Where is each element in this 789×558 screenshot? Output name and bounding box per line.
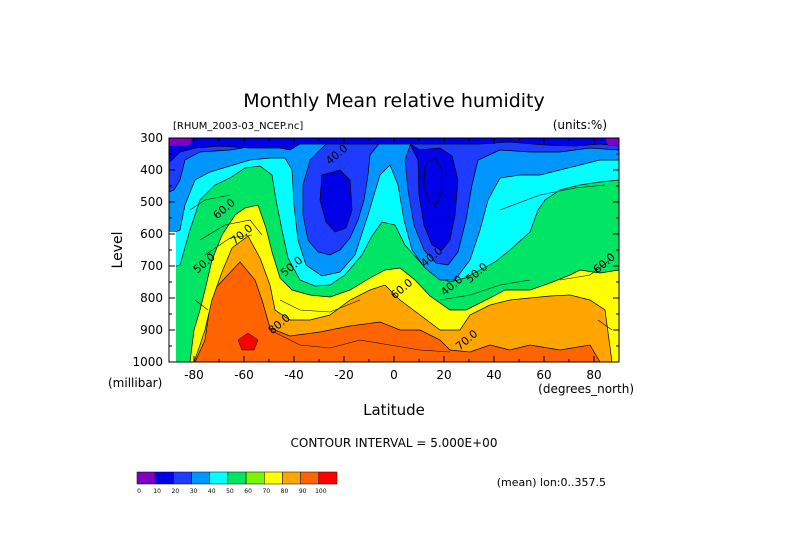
colorbar-swatch — [209, 471, 229, 485]
plot-area: 40.060.070.050.0 50.080.040.050.040.060.0… — [168, 137, 620, 363]
y-tick-label: 700 — [140, 259, 163, 273]
dry-core-sh — [319, 169, 353, 233]
y-tick-label: 300 — [140, 131, 163, 145]
y-axis: 300 400 500 600 700 800 900 1000 — [132, 131, 619, 369]
colorbar-swatch — [173, 471, 192, 485]
x-tick-label: 20 — [436, 368, 451, 382]
band-90-100 — [237, 332, 259, 351]
colorbar-swatch — [136, 471, 156, 485]
colorbar-label: 100 — [315, 488, 327, 495]
band-10-20 — [169, 138, 619, 251]
colorbar-label: 50 — [226, 488, 234, 495]
colorbar-label: 60 — [244, 488, 252, 495]
colorbar: 0 10 20 30 40 50 60 70 80 90 100 — [136, 471, 338, 495]
colorbar-swatch — [191, 471, 210, 485]
colorbar-swatch — [245, 471, 265, 485]
colorbar-label: 30 — [190, 488, 198, 495]
y-units-label: (millibar) — [108, 376, 162, 390]
x-tick-label: 80 — [586, 368, 601, 382]
colorbar-swatch — [282, 471, 301, 485]
chart-title: Monthly Mean relative humidity — [243, 90, 545, 112]
x-tick-label: 40 — [486, 368, 501, 382]
x-units-label: (degrees_north) — [538, 382, 634, 396]
colorbar-label: 70 — [262, 488, 270, 495]
contour-interval: CONTOUR INTERVAL = 5.000E+00 — [291, 436, 498, 450]
colorbar-swatch — [264, 471, 283, 485]
colorbar-swatch — [227, 471, 247, 485]
dry-core-nh — [423, 157, 443, 206]
x-tick-label: -80 — [184, 368, 204, 382]
colorbar-label: 40 — [208, 488, 216, 495]
x-tick-label: -60 — [234, 368, 254, 382]
contour-detail — [189, 184, 613, 353]
x-axis-label: Latitude — [363, 401, 425, 419]
colorbar-label: 10 — [153, 488, 161, 495]
x-tick-label: -40 — [284, 368, 304, 382]
band-0-10 — [169, 138, 192, 146]
y-tick-label: 400 — [140, 163, 163, 177]
colorbar-label: 0 — [137, 488, 141, 495]
colorbar-label: 20 — [172, 488, 180, 495]
y-tick-label: 1000 — [132, 355, 163, 369]
colorbar-swatch — [318, 471, 338, 485]
y-axis-label: Level — [110, 232, 126, 269]
y-tick-label: 600 — [140, 227, 163, 241]
band-30-40 — [169, 138, 619, 281]
band-0-10-right — [605, 138, 619, 146]
units-label: (units:%) — [553, 118, 607, 132]
y-tick-label: 900 — [140, 323, 163, 337]
x-axis: -80 -60 -40 -20 0 20 40 60 80 — [168, 138, 620, 382]
missing-data — [169, 232, 176, 362]
mean-longitude: (mean) lon:0..357.5 — [497, 476, 606, 489]
x-tick-label: 60 — [536, 368, 551, 382]
x-tick-label: 0 — [390, 368, 398, 382]
colorbar-swatch — [300, 471, 320, 485]
colorbar-label: 90 — [299, 488, 307, 495]
y-tick-label: 800 — [140, 291, 163, 305]
colorbar-swatch — [154, 471, 174, 485]
colorbar-label: 80 — [281, 488, 289, 495]
x-tick-label: -20 — [334, 368, 354, 382]
dataset-label: [RHUM_2003-03_NCEP.nc] — [173, 121, 303, 132]
y-tick-label: 500 — [140, 195, 163, 209]
